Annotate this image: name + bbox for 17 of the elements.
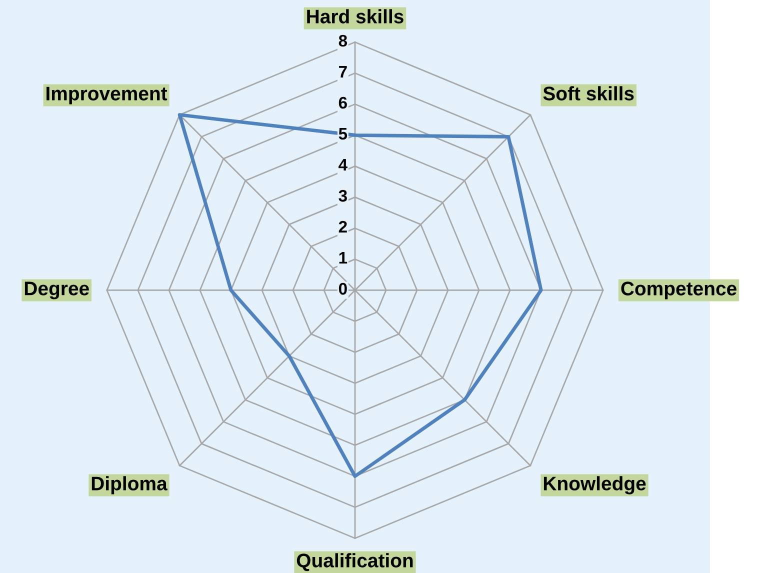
spoke-label: Knowledge bbox=[544, 476, 646, 494]
y-tick-label: 2 bbox=[338, 220, 347, 233]
spoke-label: Qualification bbox=[296, 553, 413, 572]
spoke-label: Improvement bbox=[46, 86, 168, 104]
y-tick-label: 0 bbox=[338, 282, 347, 295]
y-tick-label: 4 bbox=[338, 159, 348, 171]
spoke-label: Competence bbox=[621, 282, 736, 300]
spoke-label: Soft skills bbox=[543, 86, 634, 100]
y-tick-label: 3 bbox=[338, 190, 347, 202]
y-tick-label: 5 bbox=[338, 128, 348, 140]
y-tick-label: 7 bbox=[339, 66, 347, 78]
y-tick-label: 1 bbox=[339, 252, 348, 264]
spoke-label: Degree bbox=[24, 282, 89, 300]
y-tick-label: 6 bbox=[338, 96, 347, 109]
spoke-label: Diploma bbox=[92, 476, 168, 494]
spoke-label: Hard skills bbox=[307, 9, 404, 24]
y-tick-label: 8 bbox=[338, 34, 348, 47]
